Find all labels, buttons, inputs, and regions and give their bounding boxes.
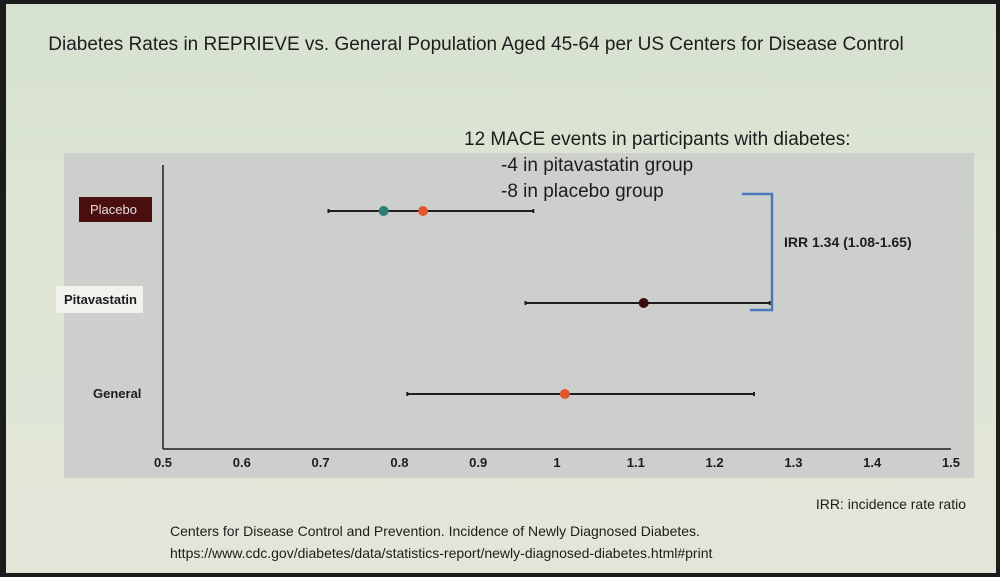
x-tick-label: 1.2 bbox=[706, 455, 724, 470]
irr-label: IRR 1.34 (1.08-1.65) bbox=[784, 234, 912, 250]
x-tick-label: 0.8 bbox=[390, 455, 408, 470]
source-url: https://www.cdc.gov/diabetes/data/statis… bbox=[170, 545, 713, 561]
mace-annotation: 12 MACE events in participants with diab… bbox=[464, 127, 851, 205]
x-tick-label: 1 bbox=[553, 455, 560, 470]
x-tick-label: 1.5 bbox=[942, 455, 960, 470]
category-label-pitavastatin: Pitavastatin bbox=[56, 286, 143, 313]
point-estimate-placebo bbox=[418, 206, 429, 216]
x-tick-label: 0.6 bbox=[233, 455, 251, 470]
chart-title: Diabetes Rates in REPRIEVE vs. General P… bbox=[48, 34, 904, 55]
x-tick-label: 1.3 bbox=[784, 455, 802, 470]
category-label-general: General bbox=[93, 386, 142, 401]
category-label-placebo: Placebo bbox=[79, 197, 152, 222]
plot-area bbox=[64, 153, 974, 478]
irr-footnote: IRR: incidence rate ratio bbox=[815, 496, 966, 512]
slide: 0.5 0.6 0.7 0.8 0.9 1 1.1 1.2 1.3 1.4 1.5 Diabetes… bbox=[6, 4, 996, 573]
x-tick-label: 1.4 bbox=[863, 455, 882, 470]
annotation-line-pitavastatin: -4 in pitavastatin group bbox=[501, 155, 694, 176]
point-estimate-general bbox=[559, 389, 570, 399]
x-tick-labels: 0.5 0.6 0.7 0.8 0.9 1 1.1 1.2 1.3 1.4 1.5 bbox=[154, 455, 960, 470]
irr-bracket bbox=[742, 192, 774, 312]
forest-rows bbox=[327, 206, 771, 399]
x-tick-label: 0.5 bbox=[154, 455, 172, 470]
annotation-line-placebo: -8 in placebo group bbox=[501, 181, 664, 202]
annotation-heading: 12 MACE events in participants with diab… bbox=[464, 129, 851, 150]
point-estimate-placebo bbox=[378, 206, 389, 216]
source-line-1: Centers for Disease Control and Preventi… bbox=[170, 523, 700, 539]
x-tick-label: 1.1 bbox=[627, 455, 645, 470]
forest-plot: 0.5 0.6 0.7 0.8 0.9 1 1.1 1.2 1.3 1.4 1.5 bbox=[154, 165, 960, 470]
point-estimate-pitavastatin bbox=[638, 298, 649, 308]
x-tick-label: 0.7 bbox=[312, 455, 330, 470]
x-tick-label: 0.9 bbox=[469, 455, 487, 470]
source-citation: Centers for Disease Control and Preventi… bbox=[170, 520, 712, 564]
